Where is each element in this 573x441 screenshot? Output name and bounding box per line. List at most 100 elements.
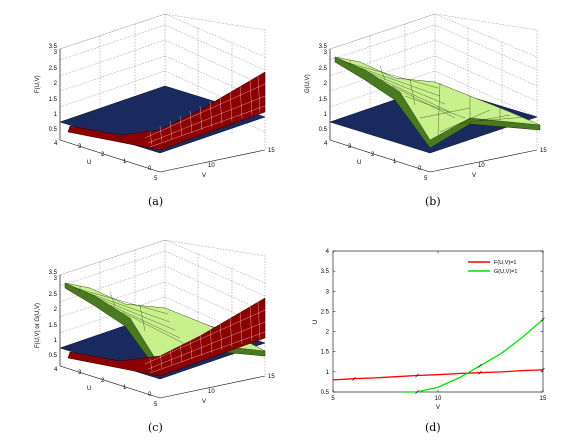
panel-c-ztick: 2.5	[49, 292, 58, 298]
panel-a-ztick: 3	[54, 50, 58, 56]
panel-a-axes	[59, 49, 266, 173]
panel-d-x-ticks: 5 10 15	[331, 251, 547, 402]
panel-d-series-marker-0	[541, 367, 545, 372]
panel-d-xtick-label: 5	[331, 396, 335, 402]
panel-a-f-surface	[67, 71, 266, 151]
panel-d-xtick-label: 10	[435, 396, 442, 402]
panel-c-ulabel: U	[87, 386, 91, 392]
panel-b-ztick: 1	[324, 112, 328, 118]
panel-b-utick: 4	[324, 141, 328, 147]
legend-label-f: F(U,V)=1	[494, 260, 516, 266]
panel-b-ztick: 3.5	[319, 44, 328, 50]
panel-c-utick: 2	[101, 378, 105, 384]
panel-b-vlabel: V	[472, 173, 476, 179]
panel-c-ztick: 2	[54, 307, 58, 313]
panel-d-xlabel: V	[436, 405, 440, 411]
panel-d-ytick-label: 3	[326, 289, 330, 295]
panel-b-axes	[329, 49, 538, 173]
panel-b-z-ticks: 0.5 1 1.5 2 2.5 3 3.5	[319, 44, 328, 133]
panel-d-y-ticks: 0.5 1 1.5 2 2.5 3 3.5 4	[321, 249, 543, 396]
panel-c-zlabel: F(U,V) or G(U,V)	[35, 303, 41, 348]
panel-a-utick: 1	[123, 159, 127, 165]
panel-b-v-ticks: 5 10 15	[424, 148, 547, 182]
panel-c-utick: 1	[123, 385, 127, 391]
legend-label-g: G(U,V)=1	[494, 269, 517, 275]
panel-a-surface-plot: 0.5 1 1.5 2 2.5 3 3.5 4 3 2 1 0 5 10 15 …	[35, 13, 275, 182]
panel-c-z-ticks: 0.5 1 1.5 2 2.5 3 3.5	[49, 270, 58, 359]
panel-c-vlabel: V	[202, 399, 206, 405]
panel-d-ytick-label: 2	[326, 330, 330, 336]
panel-b-ulabel: U	[357, 160, 361, 166]
panel-b-utick: 2	[371, 152, 375, 158]
panel-d-xtick-label: 15	[540, 396, 547, 402]
panel-d-series-line-1	[404, 319, 544, 393]
panel-c-vtick: 5	[154, 402, 158, 408]
panel-d-series	[332, 317, 545, 394]
panel-a-z-ticks: 0.5 1 1.5 2 2.5 3 3.5	[49, 44, 58, 133]
panel-a-utick: 0	[148, 166, 152, 172]
panel-d-series-marker-0	[352, 376, 356, 381]
panel-a-ulabel: U	[87, 160, 91, 166]
panel-a-vtick: 15	[268, 148, 275, 154]
panel-c-v-ticks: 5 10 15	[154, 374, 275, 408]
panel-d-series-marker-1	[415, 390, 419, 394]
panel-c-vtick: 15	[268, 374, 275, 380]
panel-c-ztick: 0.5	[49, 353, 58, 359]
panel-b-ztick: 2	[324, 81, 328, 87]
panel-c-ztick: 1	[54, 338, 58, 344]
caption-d: (d)	[425, 421, 441, 434]
panel-b-ztick: 1.5	[319, 97, 328, 103]
panel-a-utick: 4	[54, 141, 58, 147]
panel-d-series-marker-0	[415, 373, 419, 378]
panel-a-ztick: 2.5	[49, 66, 58, 72]
caption-c: (c)	[148, 421, 163, 434]
panel-d-ytick-label: 0.5	[321, 390, 330, 396]
panel-c-utick: 3	[78, 370, 82, 376]
panel-d-ytick-label: 1	[326, 370, 330, 376]
panel-b-u-ticks: 4 3 2 1 0	[324, 141, 422, 172]
panel-b-utick: 3	[348, 144, 352, 150]
panel-b-g-surface	[334, 56, 541, 149]
panel-c-surface-plot: 0.5 1 1.5 2 2.5 3 3.5 4 3 2 1 0 5 10 15 …	[35, 239, 275, 408]
panel-d-ytick-label: 1.5	[321, 350, 330, 356]
panel-c-ztick: 1.5	[49, 323, 58, 329]
panel-a-utick: 3	[78, 144, 82, 150]
caption-a: (a)	[148, 195, 163, 208]
panel-b-zlabel: G(U,V)	[305, 74, 311, 93]
panel-d-series-line-0	[332, 369, 544, 381]
panel-a-vtick: 10	[208, 163, 215, 169]
panel-c-utick: 4	[54, 367, 58, 373]
panel-a-zlabel: F(U,V)	[35, 75, 41, 93]
panel-d-line-chart: 0.5 1 1.5 2 2.5 3 3.5 4 5 10 15 V U F(U,V)=1 G(U,…	[313, 249, 547, 411]
panel-b-ztick: 3	[324, 50, 328, 56]
panel-b-ztick: 0.5	[319, 127, 328, 133]
panel-a-ztick: 1.5	[49, 97, 58, 103]
panel-c-ztick: 3.5	[49, 270, 58, 276]
panel-a-v-ticks: 5 10 15	[154, 148, 275, 182]
panel-d-series-marker-0	[478, 370, 482, 375]
panel-c-vtick: 10	[208, 389, 215, 395]
panel-c-u-ticks: 4 3 2 1 0	[54, 367, 152, 398]
panel-b-utick: 0	[418, 166, 422, 172]
panel-d-ylabel: U	[313, 320, 319, 324]
panel-c-axes	[59, 275, 266, 399]
panel-a-u-ticks: 4 3 2 1 0	[54, 141, 152, 172]
panel-a-vlabel: V	[202, 173, 206, 179]
panel-a-ztick: 1	[54, 112, 58, 118]
panel-a-utick: 2	[101, 152, 105, 158]
panel-b-vtick: 15	[540, 148, 547, 154]
panel-d-series-marker-1	[541, 317, 545, 322]
panel-a-ztick: 2	[54, 81, 58, 87]
panel-d-legend: F(U,V)=1 G(U,V)=1	[464, 256, 540, 276]
panel-c-utick: 0	[148, 392, 152, 398]
panel-b-surface-plot: 0.5 1 1.5 2 2.5 3 3.5 4 3 2 1 0 5 10 15 …	[305, 13, 547, 182]
panel-c-f-surface	[67, 297, 266, 377]
panel-b-vtick: 5	[424, 176, 428, 182]
panel-d-series-marker-1	[478, 363, 482, 368]
panel-a-vtick: 5	[154, 176, 158, 182]
panel-d-ytick-label: 3.5	[321, 269, 330, 275]
panel-d-ytick-label: 4	[326, 249, 330, 255]
panel-b-utick: 1	[393, 159, 397, 165]
panel-d-ytick-label: 2.5	[321, 309, 330, 315]
